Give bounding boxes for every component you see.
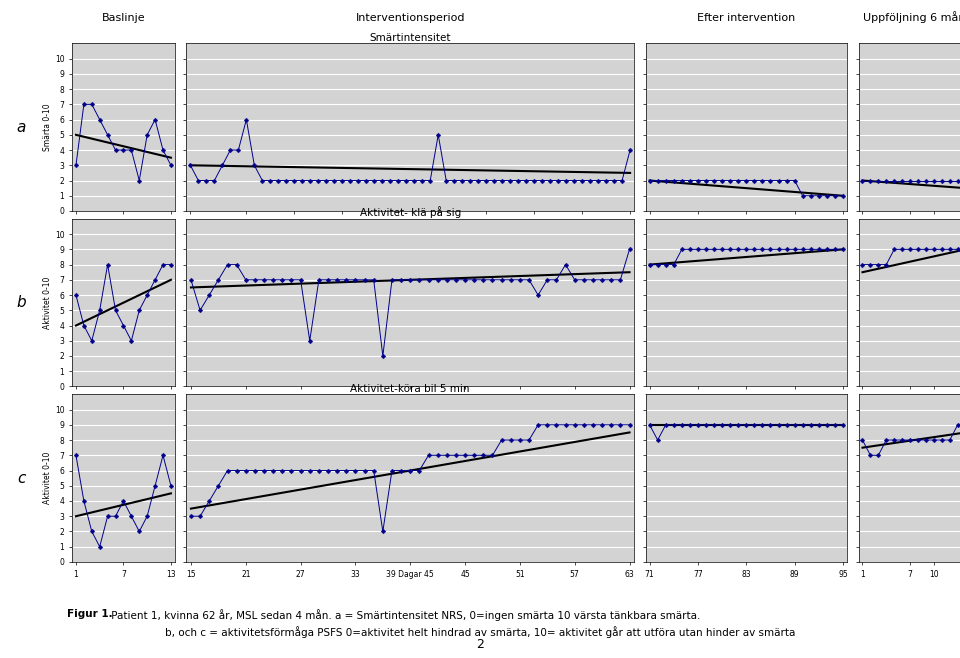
Y-axis label: Aktivitet 0-10: Aktivitet 0-10: [43, 276, 52, 329]
Title: Aktivitet-köra bil 5 min: Aktivitet-köra bil 5 min: [350, 384, 470, 393]
Title: Smärtintensitet: Smärtintensitet: [370, 33, 451, 43]
Text: Interventionsperiod: Interventionsperiod: [355, 13, 465, 23]
Text: 2: 2: [476, 638, 484, 651]
Text: Efter intervention: Efter intervention: [697, 13, 796, 23]
Text: b: b: [16, 295, 26, 310]
Text: c: c: [17, 470, 25, 486]
Text: Figur 1.: Figur 1.: [67, 609, 113, 619]
Y-axis label: Smärta 0-10: Smärta 0-10: [43, 103, 52, 151]
Title: Aktivitet- klä på sig: Aktivitet- klä på sig: [360, 206, 461, 218]
Text: Baslinje: Baslinje: [102, 13, 145, 23]
Text: b, och c = aktivitetsförmåga PSFS 0=aktivitet helt hindrad av smärta, 10= aktivi: b, och c = aktivitetsförmåga PSFS 0=akti…: [165, 626, 795, 638]
Text: a: a: [16, 120, 26, 135]
Text: Patient 1, kvinna 62 år, MSL sedan 4 mån. a = Smärtintensitet NRS, 0=ingen smärt: Patient 1, kvinna 62 år, MSL sedan 4 mån…: [108, 609, 700, 620]
Y-axis label: Aktivitet 0-10: Aktivitet 0-10: [43, 452, 52, 504]
Text: Uppföljning 6 mån: Uppföljning 6 mån: [863, 11, 960, 23]
